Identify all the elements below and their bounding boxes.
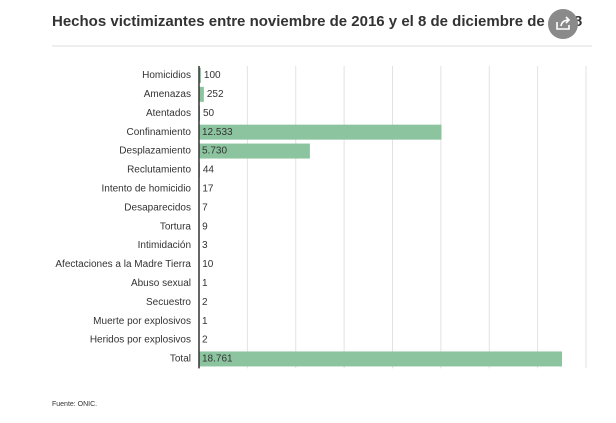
category-label: Desplazamiento <box>119 146 191 157</box>
category-label: Intimidación <box>138 240 191 251</box>
value-label: 12.533 <box>202 127 233 138</box>
category-label: Atentados <box>146 108 191 119</box>
value-label: 17 <box>202 183 214 194</box>
chart-title: Hechos victimizantes entre noviembre de … <box>52 13 582 30</box>
bar <box>199 125 442 140</box>
category-label: Heridos por explosivos <box>90 335 191 346</box>
value-label: 2 <box>202 297 208 308</box>
category-label: Abuso sexual <box>131 278 191 289</box>
value-label: 5.730 <box>202 146 227 157</box>
category-label: Tortura <box>160 221 192 232</box>
bar <box>199 351 562 366</box>
category-label: Afectaciones a la Madre Tierra <box>55 259 191 270</box>
value-label: 44 <box>203 165 215 176</box>
value-label: 1 <box>202 278 208 289</box>
value-label: 9 <box>202 221 208 232</box>
value-label: 18.761 <box>202 354 233 365</box>
value-label: 1 <box>202 316 208 327</box>
value-label: 50 <box>203 108 215 119</box>
value-label: 2 <box>202 335 208 346</box>
source: Fuente: ONIC. <box>52 401 97 408</box>
value-label: 100 <box>204 70 221 81</box>
share-button[interactable] <box>548 9 578 39</box>
value-label: 3 <box>202 240 208 251</box>
category-label: Amenazas <box>144 89 191 100</box>
value-label: 7 <box>202 202 208 213</box>
category-label: Muerte por explosivos <box>93 316 191 327</box>
category-label: Homicidios <box>142 70 191 81</box>
category-label: Confinamiento <box>127 127 192 138</box>
share-circle[interactable] <box>548 9 578 39</box>
category-label: Secuestro <box>146 297 191 308</box>
category-label: Reclutamiento <box>127 165 191 176</box>
category-label: Desaparecidos <box>124 202 191 213</box>
value-label: 252 <box>207 89 224 100</box>
value-label: 10 <box>202 259 214 270</box>
category-label: Intento de homicidio <box>101 183 191 194</box>
category-label: Total <box>170 354 191 365</box>
